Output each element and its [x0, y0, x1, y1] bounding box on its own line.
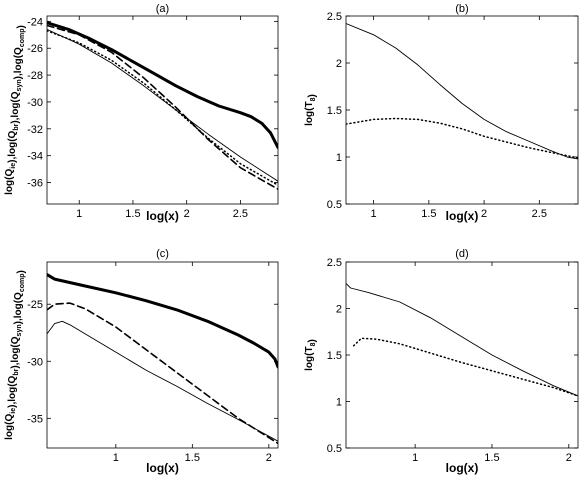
series-line-b-thin — [346, 23, 578, 160]
panel-c: 1 1.5 2 -35 -30 -25 (c) log(x) log(Qie),log(Qbr)… — [4, 248, 279, 475]
series-line-d-dotted — [352, 337, 578, 397]
plot-frame-b — [345, 15, 579, 205]
x-tick-label-b: 1 — [371, 208, 377, 220]
y-axis-label-a: log(Qie),log(Qbr),log(Qsyn),log(Qcomp) — [4, 25, 27, 195]
series-line-b-dotted — [346, 117, 578, 159]
plot-frame-a — [46, 15, 279, 205]
y-tick-label-a: -34 — [27, 151, 43, 163]
series-line-c-thick — [47, 273, 278, 369]
panel-b: 1 1.5 2 2.5 0.5 1 1.5 2 2.5 (b) log(x) log(T8) — [304, 3, 579, 223]
y-tick-label-c: -25 — [27, 299, 43, 311]
plot-frame-c — [46, 261, 279, 449]
y-tick-label-d: 2.5 — [327, 257, 342, 269]
y-tick-label-b: 1.5 — [327, 105, 342, 117]
y-tick-label-a: -28 — [27, 70, 43, 82]
y-tick-label-b: 0.5 — [327, 199, 342, 211]
y-tick-label-d: 0.5 — [327, 443, 342, 455]
x-tick-label-a: 1.5 — [125, 208, 140, 220]
panel-title-b: (b) — [455, 3, 468, 15]
panel-title-c: (c) — [156, 248, 169, 260]
y-tick-label-d: 1.5 — [327, 350, 342, 362]
x-tick-label-b: 2 — [481, 208, 487, 220]
x-axis-label-d: log(x) — [446, 461, 479, 475]
x-tick-label-c: 1.5 — [185, 452, 200, 464]
panel-title-a: (a) — [156, 3, 169, 15]
y-tick-label-a: -32 — [27, 124, 43, 136]
x-tick-label-d: 2 — [566, 452, 572, 464]
y-tick-label-a: -24 — [27, 16, 43, 28]
y-tick-label-b: 2.5 — [327, 11, 342, 23]
y-axis-label-c: log(Qie),log(Qbr),log(Qsyn),log(Qcomp) — [4, 270, 27, 440]
y-axis-label-b: log(T8) — [304, 94, 318, 126]
x-axis-label-a: log(x) — [146, 209, 179, 223]
series-line-d-thin — [346, 282, 578, 397]
y-tick-label-c: -35 — [27, 413, 43, 425]
series-line-c-dashed — [47, 302, 278, 445]
series-line-a-dotted — [47, 30, 278, 186]
series-line-a-dashed — [47, 24, 278, 190]
x-tick-label-a: 1 — [76, 208, 82, 220]
y-tick-label-b: 1 — [336, 152, 342, 164]
x-tick-label-b: 2.5 — [532, 208, 547, 220]
y-tick-label-a: -26 — [27, 43, 43, 55]
x-tick-label-b: 1.5 — [421, 208, 436, 220]
panel-title-d: (d) — [455, 248, 468, 260]
y-tick-label-c: -30 — [27, 356, 43, 368]
x-axis-label-b: log(x) — [446, 209, 479, 223]
x-tick-label-c: 2 — [266, 452, 272, 464]
y-tick-label-d: 2 — [336, 304, 342, 316]
x-tick-label-a: 2 — [184, 208, 190, 220]
series-line-a-thick — [47, 21, 278, 150]
x-axis-label-c: log(x) — [146, 461, 179, 475]
x-tick-label-d: 1.5 — [484, 452, 499, 464]
x-tick-label-d: 1 — [412, 452, 418, 464]
y-axis-label-d: log(T8) — [304, 339, 318, 371]
y-tick-label-a: -36 — [27, 178, 43, 190]
series-line-c-thin — [47, 320, 278, 442]
series-line-a-thin — [47, 28, 278, 182]
plot-frame-d — [345, 261, 579, 449]
panel-a: 1 1.5 2 2.5 -36 -34 -32 -30 -28 -26 -24 (a) log(x) lo… — [4, 3, 279, 223]
x-tick-label-c: 1 — [113, 452, 119, 464]
y-tick-label-a: -30 — [27, 97, 43, 109]
panel-d: 1 1.5 2 0.5 1 1.5 2 2.5 (d) log(x) log(T8) — [304, 248, 579, 475]
y-tick-label-d: 1 — [336, 397, 342, 409]
x-tick-label-a: 2.5 — [233, 208, 248, 220]
y-tick-label-b: 2 — [336, 58, 342, 70]
